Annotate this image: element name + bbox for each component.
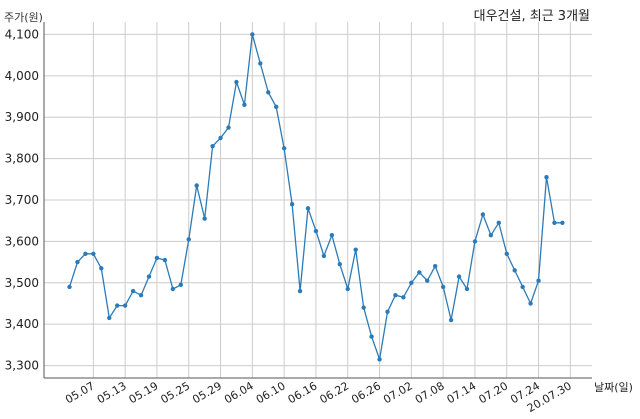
data-point — [122, 303, 128, 308]
chart-title: 대우건설, 최근 3개월 — [473, 9, 590, 24]
data-point — [448, 317, 454, 323]
data-point — [464, 286, 470, 292]
y-tick-label: 3,300 — [5, 359, 39, 373]
x-tick-label: 05.25 — [158, 379, 192, 406]
data-point — [289, 201, 295, 207]
data-point — [234, 79, 239, 85]
x-tick-label: 06.26 — [349, 379, 383, 406]
y-tick-label: 3,700 — [5, 193, 39, 207]
data-point — [75, 259, 80, 265]
x-tick-label: 06.10 — [254, 379, 288, 406]
data-point — [329, 232, 335, 238]
data-point — [218, 135, 223, 141]
data-point — [480, 212, 486, 217]
data-point — [520, 284, 525, 290]
data-point — [401, 295, 406, 300]
data-point — [337, 261, 342, 267]
x-tick-label: 07.14 — [445, 379, 479, 406]
data-point — [560, 220, 565, 225]
data-point — [67, 284, 72, 290]
data-point — [115, 303, 120, 308]
x-tick-label: 07.20 — [476, 379, 510, 406]
x-tick-label: 06.04 — [222, 379, 256, 406]
grid-lines — [44, 22, 592, 378]
data-point — [258, 61, 263, 66]
data-point — [130, 288, 136, 294]
x-tick-label: 06.16 — [286, 379, 320, 406]
data-point — [83, 251, 88, 257]
x-tick-label: 07.02 — [381, 379, 415, 406]
y-tick-label: 3,600 — [5, 234, 39, 248]
data-point — [345, 286, 350, 292]
data-point — [305, 206, 311, 211]
x-axis-label: 날짜(일) — [594, 380, 633, 394]
x-tick-label: 05.07 — [63, 379, 97, 406]
data-point — [377, 357, 382, 362]
data-point — [194, 183, 199, 188]
x-tick-labels: 05.0705.1305.1905.2505.2906.0406.1006.16… — [63, 379, 574, 415]
data-point — [99, 266, 104, 271]
data-point — [210, 143, 215, 149]
data-point — [488, 232, 494, 238]
data-point — [313, 228, 319, 234]
y-tick-label: 3,400 — [5, 317, 39, 331]
x-tick-label: 06.22 — [317, 379, 351, 406]
data-point — [266, 90, 271, 95]
data-point — [138, 293, 144, 298]
data-point — [433, 264, 438, 269]
data-point — [425, 278, 430, 283]
data-point — [536, 278, 541, 283]
data-point — [162, 257, 168, 263]
data-point — [321, 253, 327, 259]
y-tick-labels: 3,300 3,400 3,500 3,600 3,700 3,800 3,900 4,000… — [5, 27, 39, 372]
data-point — [178, 282, 183, 288]
data-point — [417, 270, 422, 275]
x-tick-label: 05.19 — [127, 379, 161, 406]
x-tick-label: 05.29 — [190, 379, 224, 406]
price-series-points — [67, 32, 565, 362]
y-tick-label: 4,100 — [5, 27, 39, 41]
data-point — [456, 274, 462, 279]
data-point — [504, 251, 509, 257]
data-point — [242, 102, 247, 107]
data-point — [202, 216, 207, 221]
x-tick-label: 05.13 — [95, 379, 129, 406]
data-point — [472, 239, 478, 244]
data-point — [170, 286, 176, 292]
data-point — [528, 301, 533, 306]
data-point — [385, 309, 390, 314]
data-point — [393, 293, 398, 298]
data-point — [107, 315, 112, 321]
data-point — [353, 247, 358, 252]
y-tick-label: 4,000 — [5, 69, 39, 83]
data-point — [361, 305, 366, 310]
y-tick-label: 3,900 — [5, 110, 39, 124]
data-point — [440, 284, 446, 290]
data-point — [186, 237, 191, 242]
data-point — [154, 255, 160, 261]
data-point — [409, 280, 414, 285]
data-point — [512, 268, 517, 273]
data-point — [281, 146, 287, 151]
data-point — [250, 32, 255, 37]
y-tick-label: 3,500 — [5, 276, 39, 290]
axes — [43, 22, 592, 379]
data-point — [226, 125, 231, 130]
data-point — [369, 334, 374, 339]
data-point — [544, 175, 549, 180]
x-tick-label: 07.08 — [413, 379, 447, 406]
data-point — [91, 251, 96, 257]
data-point — [146, 274, 152, 279]
y-tick-label: 3,800 — [5, 152, 39, 166]
data-point — [297, 288, 303, 294]
data-point — [496, 220, 501, 225]
data-point — [274, 104, 279, 110]
y-axis-label: 주가(원) — [4, 11, 43, 24]
data-point — [552, 220, 557, 225]
